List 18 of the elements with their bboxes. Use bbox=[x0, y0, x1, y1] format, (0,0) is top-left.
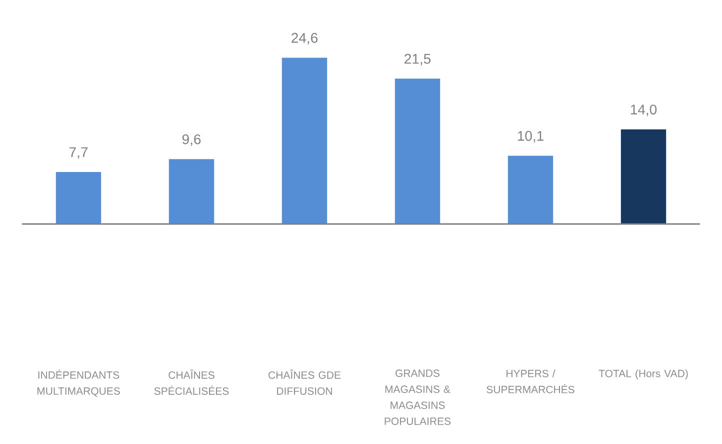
x-tick-label: INDÉPENDANTS MULTIMARQUES bbox=[37, 370, 120, 397]
x-tick-label: CHAÎNES GDE DIFFUSION bbox=[268, 370, 340, 395]
bar bbox=[394, 78, 440, 224]
data-label: 10,1 bbox=[518, 130, 544, 143]
x-tick-label: HYPERS / SUPERMARCHÉS bbox=[486, 370, 574, 394]
bar bbox=[282, 58, 328, 224]
data-label: 7,7 bbox=[69, 147, 88, 159]
bar bbox=[620, 129, 666, 224]
data-label: 21,5 bbox=[404, 54, 431, 66]
x-tick-label: CHAÎNES SPÉCIALISÉES bbox=[154, 370, 229, 395]
bar bbox=[56, 172, 102, 224]
data-label: 24,6 bbox=[292, 32, 318, 44]
data-label: 14,0 bbox=[630, 104, 657, 116]
bar bbox=[508, 156, 554, 224]
x-tick-label: GRANDS MAGASINS & MAGASINS POPULAIRES bbox=[384, 370, 451, 425]
x-tick-label: TOTAL (Hors VAD) bbox=[598, 370, 688, 380]
bar bbox=[168, 159, 214, 224]
data-label: 9,6 bbox=[182, 134, 201, 146]
